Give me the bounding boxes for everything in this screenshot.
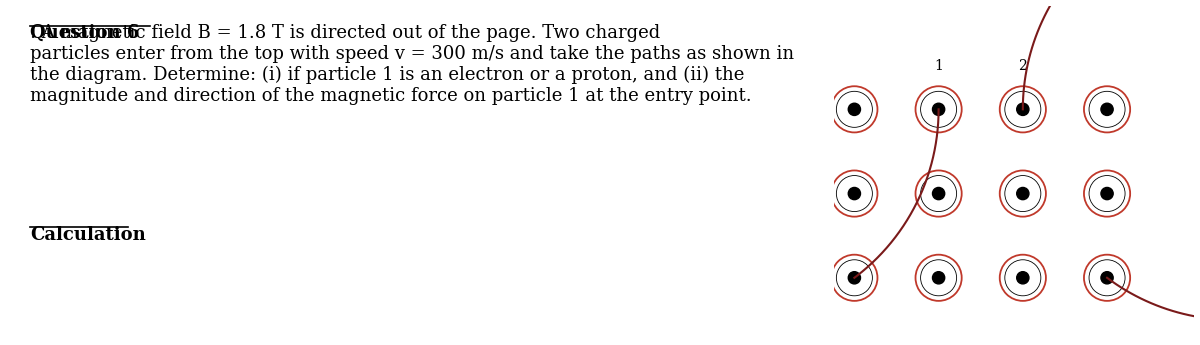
Circle shape [1100, 187, 1114, 200]
Circle shape [848, 272, 860, 284]
Circle shape [1016, 187, 1028, 200]
Circle shape [932, 272, 944, 284]
Text: : A magnetic field B = 1.8 T is directed out of the page. Two charged
particles : : A magnetic field B = 1.8 T is directed… [30, 24, 794, 105]
Circle shape [1100, 103, 1114, 116]
Circle shape [932, 187, 944, 200]
Circle shape [1016, 272, 1028, 284]
Text: 1: 1 [934, 59, 943, 73]
Circle shape [932, 103, 944, 116]
Circle shape [848, 103, 860, 116]
Circle shape [848, 187, 860, 200]
Circle shape [1016, 103, 1028, 116]
Text: 2: 2 [1019, 59, 1027, 73]
Text: Calculation: Calculation [30, 226, 145, 244]
Circle shape [1100, 272, 1114, 284]
Text: Question 6: Question 6 [30, 24, 139, 42]
